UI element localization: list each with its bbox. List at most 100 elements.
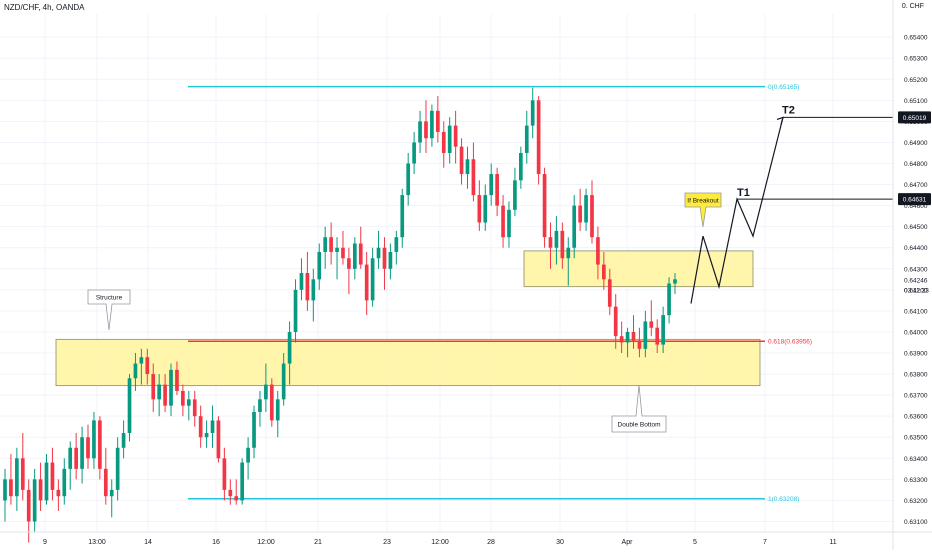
candle-body[interactable] xyxy=(44,462,49,501)
candle-body[interactable] xyxy=(471,159,476,196)
candle-body[interactable] xyxy=(198,416,203,438)
candle-body[interactable] xyxy=(347,258,351,269)
candle-body[interactable] xyxy=(121,433,126,448)
candle-body[interactable] xyxy=(103,468,108,497)
candle-body[interactable] xyxy=(418,121,422,143)
candle-body[interactable] xyxy=(507,209,511,238)
candle-body[interactable] xyxy=(376,247,381,259)
candle-body[interactable] xyxy=(317,251,322,280)
candle-body[interactable] xyxy=(163,384,167,406)
candle-body[interactable] xyxy=(364,264,369,301)
candle-body[interactable] xyxy=(625,331,630,343)
candle-body[interactable] xyxy=(210,420,215,434)
candle-body[interactable] xyxy=(287,331,292,364)
candle-body[interactable] xyxy=(186,399,191,406)
candle-body[interactable] xyxy=(430,110,434,139)
candle-body[interactable] xyxy=(661,315,665,345)
candle-body[interactable] xyxy=(269,384,274,421)
candle-body[interactable] xyxy=(62,468,67,497)
candle-body[interactable] xyxy=(578,205,582,223)
candle-body[interactable] xyxy=(109,489,114,497)
candle-body[interactable] xyxy=(252,411,256,448)
candle-body[interactable] xyxy=(92,420,96,459)
candle-body[interactable] xyxy=(584,195,588,223)
candle-body[interactable] xyxy=(382,247,387,269)
candle-body[interactable] xyxy=(655,327,660,345)
candle-body[interactable] xyxy=(175,369,179,391)
candle-body[interactable] xyxy=(542,174,547,238)
candle-body[interactable] xyxy=(68,447,73,469)
candle-body[interactable] xyxy=(98,420,102,469)
candle-body[interactable] xyxy=(501,205,505,238)
candle-body[interactable] xyxy=(275,399,280,421)
candle-body[interactable] xyxy=(435,110,440,132)
candle-body[interactable] xyxy=(358,243,363,265)
candle-body[interactable] xyxy=(15,458,19,497)
candle-body[interactable] xyxy=(293,289,298,332)
candle-body[interactable] xyxy=(447,125,452,153)
candle-body[interactable] xyxy=(157,384,161,400)
candle-body[interactable] xyxy=(424,121,428,139)
candle-body[interactable] xyxy=(596,237,600,265)
candle-body[interactable] xyxy=(649,321,654,328)
candle-body[interactable] xyxy=(86,437,90,459)
candle-body[interactable] xyxy=(548,237,553,248)
candle-body[interactable] xyxy=(566,247,571,259)
candle-body[interactable] xyxy=(151,374,156,400)
candle-body[interactable] xyxy=(240,462,245,501)
candle-body[interactable] xyxy=(519,152,523,181)
candle-body[interactable] xyxy=(513,180,517,210)
candle-body[interactable] xyxy=(536,100,541,175)
candle-body[interactable] xyxy=(590,195,594,238)
candle-body[interactable] xyxy=(613,306,618,337)
candle-body[interactable] xyxy=(323,237,328,252)
candle-body[interactable] xyxy=(26,489,31,522)
candle-body[interactable] xyxy=(80,437,84,469)
candle-body[interactable] xyxy=(127,378,132,434)
candle-body[interactable] xyxy=(74,447,78,469)
candle-body[interactable] xyxy=(32,479,37,522)
candle-body[interactable] xyxy=(133,363,138,379)
candle-body[interactable] xyxy=(311,279,316,301)
candle-body[interactable] xyxy=(234,496,239,501)
candle-body[interactable] xyxy=(453,125,458,147)
candle-body[interactable] xyxy=(258,399,262,412)
candle-body[interactable] xyxy=(637,340,642,349)
candle-body[interactable] xyxy=(441,131,446,153)
candle-body[interactable] xyxy=(192,399,197,417)
candle-body[interactable] xyxy=(477,195,482,223)
candle-body[interactable] xyxy=(115,447,120,490)
candle-body[interactable] xyxy=(495,174,499,206)
candle-body[interactable] xyxy=(281,363,286,400)
candle-body[interactable] xyxy=(181,390,185,406)
candle-body[interactable] xyxy=(20,458,25,490)
candle-body[interactable] xyxy=(352,243,357,269)
candle-body[interactable] xyxy=(483,195,488,223)
candle-body[interactable] xyxy=(335,247,339,252)
candle-body[interactable] xyxy=(204,433,209,438)
candle-body[interactable] xyxy=(50,462,55,490)
candle-body[interactable] xyxy=(299,273,304,290)
candle-body[interactable] xyxy=(329,237,333,252)
candle-body[interactable] xyxy=(341,247,345,259)
candle-body[interactable] xyxy=(388,251,393,269)
candle-body[interactable] xyxy=(673,279,677,284)
candle-body[interactable] xyxy=(222,458,227,490)
candle-body[interactable] xyxy=(9,479,13,497)
candle-body[interactable] xyxy=(412,142,416,164)
candle-body[interactable] xyxy=(400,195,405,238)
candle-body[interactable] xyxy=(631,331,636,341)
candle-body[interactable] xyxy=(465,159,470,175)
candle-body[interactable] xyxy=(216,420,221,459)
candle-body[interactable] xyxy=(264,384,268,400)
candle-body[interactable] xyxy=(370,258,375,301)
candle-body[interactable] xyxy=(406,163,411,196)
candle-body[interactable] xyxy=(3,479,7,501)
candle-body[interactable] xyxy=(139,357,144,364)
candle-body[interactable] xyxy=(554,230,559,248)
candle-body[interactable] xyxy=(560,230,565,259)
candle-body[interactable] xyxy=(305,273,310,301)
candle-body[interactable] xyxy=(394,237,399,252)
candle-body[interactable] xyxy=(572,205,577,248)
